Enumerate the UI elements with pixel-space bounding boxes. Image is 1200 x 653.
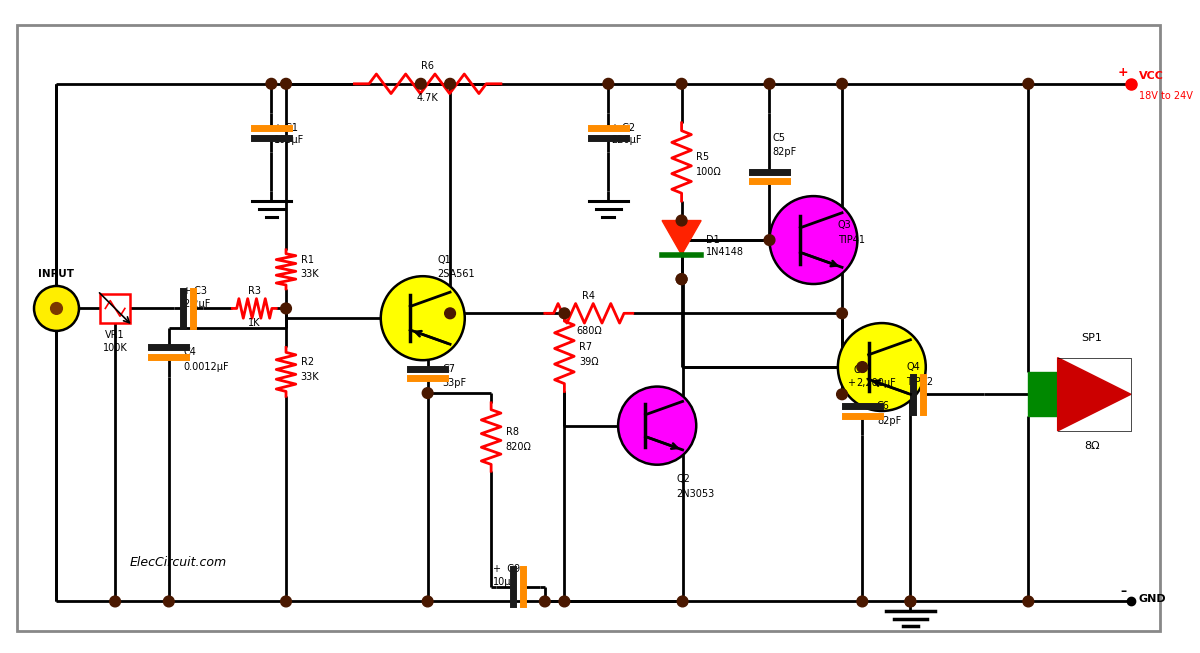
Text: 82pF: 82pF xyxy=(773,147,797,157)
Circle shape xyxy=(422,596,433,607)
Circle shape xyxy=(677,274,686,285)
Circle shape xyxy=(836,308,847,319)
Text: VCC: VCC xyxy=(1139,71,1164,81)
Text: 18V to 24V: 18V to 24V xyxy=(1139,91,1193,101)
Text: 100Ω: 100Ω xyxy=(696,167,722,177)
Circle shape xyxy=(281,78,292,89)
Text: 1N4148: 1N4148 xyxy=(706,247,744,257)
Text: 33K: 33K xyxy=(301,372,319,382)
Text: C7: C7 xyxy=(443,364,455,374)
Circle shape xyxy=(266,78,277,89)
Text: 220µF: 220µF xyxy=(611,135,642,146)
Circle shape xyxy=(1022,78,1033,89)
Circle shape xyxy=(445,308,456,319)
Text: 33pF: 33pF xyxy=(443,378,467,389)
Text: C6: C6 xyxy=(877,401,890,411)
Text: Q3: Q3 xyxy=(838,221,852,231)
Circle shape xyxy=(540,596,551,607)
Text: SP1: SP1 xyxy=(1081,333,1103,343)
Text: C8: C8 xyxy=(853,365,866,375)
Text: 10µF: 10µF xyxy=(493,577,517,587)
Text: R2: R2 xyxy=(301,357,314,367)
Text: + C2: + C2 xyxy=(611,123,635,133)
Text: 1K: 1K xyxy=(248,318,260,328)
Circle shape xyxy=(857,362,868,372)
Text: 2N3053: 2N3053 xyxy=(677,489,715,499)
Circle shape xyxy=(1022,596,1033,607)
Text: ElecCircuit.com: ElecCircuit.com xyxy=(130,556,227,569)
Text: R1: R1 xyxy=(301,255,313,264)
Circle shape xyxy=(445,78,456,89)
Text: +: + xyxy=(847,377,854,388)
Text: GND: GND xyxy=(1139,594,1166,603)
Circle shape xyxy=(769,196,858,284)
FancyBboxPatch shape xyxy=(101,294,130,323)
Text: 33K: 33K xyxy=(301,269,319,279)
Circle shape xyxy=(677,78,686,89)
Text: TIP42: TIP42 xyxy=(906,377,934,387)
Text: 2,200µF: 2,200µF xyxy=(857,377,896,388)
Circle shape xyxy=(618,387,696,465)
Text: C4: C4 xyxy=(184,347,197,357)
Circle shape xyxy=(857,596,868,607)
Text: +  C9: + C9 xyxy=(493,564,521,574)
Circle shape xyxy=(281,303,292,314)
Text: 100µF: 100µF xyxy=(275,135,305,146)
Circle shape xyxy=(905,596,916,607)
Bar xyxy=(1028,372,1057,416)
Text: 2SA561: 2SA561 xyxy=(438,269,475,279)
Circle shape xyxy=(838,323,925,411)
Circle shape xyxy=(163,596,174,607)
Circle shape xyxy=(422,388,433,398)
Text: 820Ω: 820Ω xyxy=(505,442,532,452)
Text: Q2: Q2 xyxy=(677,474,690,485)
Circle shape xyxy=(677,596,688,607)
Circle shape xyxy=(764,78,775,89)
Text: 8Ω: 8Ω xyxy=(1084,441,1099,451)
Circle shape xyxy=(602,78,613,89)
Circle shape xyxy=(836,78,847,89)
Text: 2.2µF: 2.2µF xyxy=(184,298,211,309)
Circle shape xyxy=(559,596,570,607)
Circle shape xyxy=(34,286,79,331)
Polygon shape xyxy=(662,221,701,255)
Circle shape xyxy=(677,274,686,285)
Text: C5: C5 xyxy=(773,133,786,142)
Text: 0.0012µF: 0.0012µF xyxy=(184,362,229,372)
Circle shape xyxy=(415,78,426,89)
Circle shape xyxy=(836,389,847,400)
Text: 39Ω: 39Ω xyxy=(580,357,599,367)
Text: INPUT: INPUT xyxy=(38,269,74,279)
Text: R3: R3 xyxy=(247,286,260,296)
FancyBboxPatch shape xyxy=(18,25,1160,631)
Text: VR1: VR1 xyxy=(106,330,125,340)
Text: R5: R5 xyxy=(696,152,709,162)
Text: R4: R4 xyxy=(582,291,595,301)
Text: Q4: Q4 xyxy=(906,362,920,372)
Circle shape xyxy=(764,234,775,246)
Text: +: + xyxy=(1117,65,1128,78)
Text: –: – xyxy=(1120,585,1126,598)
Text: + C1: + C1 xyxy=(275,123,299,133)
Circle shape xyxy=(559,308,570,319)
Polygon shape xyxy=(1057,358,1130,431)
Text: R7: R7 xyxy=(580,343,592,353)
Text: 680Ω: 680Ω xyxy=(576,326,601,336)
Text: + C3: + C3 xyxy=(184,286,208,296)
Text: 4.7K: 4.7K xyxy=(416,93,438,103)
Circle shape xyxy=(50,302,62,314)
Text: 100K: 100K xyxy=(103,343,127,353)
Text: Q1: Q1 xyxy=(438,255,451,264)
Text: TIP41: TIP41 xyxy=(838,235,865,245)
Text: D1: D1 xyxy=(706,234,720,245)
Circle shape xyxy=(281,596,292,607)
Text: R6: R6 xyxy=(421,61,434,71)
Text: R8: R8 xyxy=(505,427,518,437)
Circle shape xyxy=(380,276,464,360)
Circle shape xyxy=(109,596,120,607)
Circle shape xyxy=(677,215,686,226)
Text: 82pF: 82pF xyxy=(877,416,901,426)
Circle shape xyxy=(905,596,916,607)
